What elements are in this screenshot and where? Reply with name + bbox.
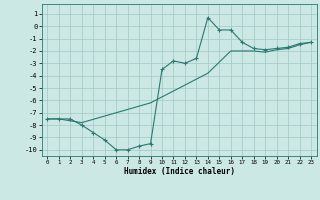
- X-axis label: Humidex (Indice chaleur): Humidex (Indice chaleur): [124, 167, 235, 176]
